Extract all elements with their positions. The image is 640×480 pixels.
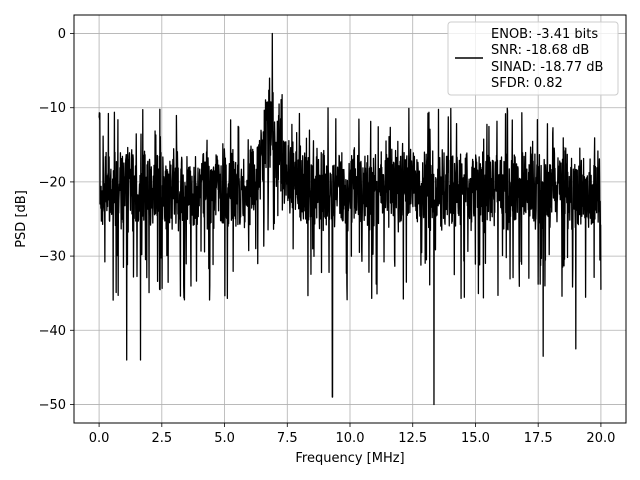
legend-sfdr: SFDR: 0.82 bbox=[491, 76, 563, 91]
legend-snr: SNR: -18.68 dB bbox=[491, 43, 589, 58]
psd-line bbox=[98, 32, 602, 406]
psd-series bbox=[98, 32, 602, 406]
x-tick-label: 12.5 bbox=[398, 431, 427, 446]
x-tick-label: 20.0 bbox=[586, 431, 615, 446]
x-axis-label: Frequency [MHz] bbox=[295, 451, 404, 466]
x-tick-label: 10.0 bbox=[336, 431, 365, 446]
y-tick-label: −30 bbox=[39, 250, 66, 265]
legend: ENOB: -3.41 bits SNR: -18.68 dB SINAD: -… bbox=[447, 21, 619, 96]
legend-sinad: SINAD: -18.77 dB bbox=[491, 60, 603, 75]
x-axis-ticks: 0.0 2.5 5.0 7.5 10.0 12.5 15.0 17.5 20.0 bbox=[89, 423, 615, 446]
x-tick-label: 2.5 bbox=[151, 431, 172, 446]
x-tick-label: 7.5 bbox=[277, 431, 298, 446]
y-tick-label: −20 bbox=[39, 175, 66, 190]
legend-enob: ENOB: -3.41 bits bbox=[491, 27, 598, 42]
x-tick-label: 17.5 bbox=[524, 431, 553, 446]
x-tick-label: 0.0 bbox=[89, 431, 110, 446]
x-tick-label: 15.0 bbox=[461, 431, 490, 446]
legend-box bbox=[447, 21, 619, 96]
y-tick-label: −40 bbox=[39, 324, 66, 339]
y-axis-label: PSD [dB] bbox=[14, 190, 29, 248]
y-tick-label: −50 bbox=[39, 398, 66, 413]
y-tick-label: −10 bbox=[39, 101, 66, 116]
y-axis-ticks: 0 −10 −20 −30 −40 −50 bbox=[39, 27, 74, 413]
x-tick-label: 5.0 bbox=[214, 431, 235, 446]
y-tick-label: 0 bbox=[58, 27, 66, 42]
